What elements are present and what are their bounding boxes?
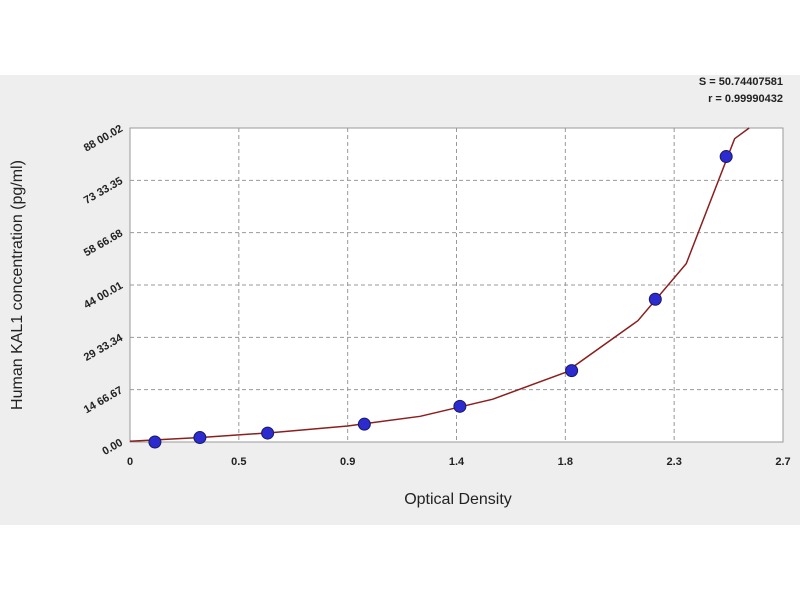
data-point: [357, 417, 371, 431]
x-tick-label: 2.7: [775, 456, 790, 468]
fit-curve: [129, 127, 750, 443]
x-tick-label: 1.8: [558, 456, 573, 468]
data-point: [719, 150, 733, 164]
x-tick-label: 2.3: [667, 456, 682, 468]
data-point: [565, 364, 579, 378]
x-tick-label: 1.4: [449, 456, 465, 468]
y-axis-label: Human KAL1 concentration (pg/ml): [9, 160, 26, 410]
data-point: [193, 431, 207, 445]
x-axis-label: Optical Density: [404, 491, 512, 508]
x-tick-label: 0.5: [231, 456, 246, 468]
data-point: [453, 399, 467, 413]
data-point: [261, 426, 275, 440]
data-point: [648, 292, 662, 306]
data-point: [148, 435, 162, 449]
annotation: S = 50.74407581: [699, 76, 783, 88]
x-tick-label: 0: [127, 456, 133, 468]
annotation: r = 0.99990432: [708, 93, 783, 105]
x-tick-label: 0.9: [340, 456, 355, 468]
